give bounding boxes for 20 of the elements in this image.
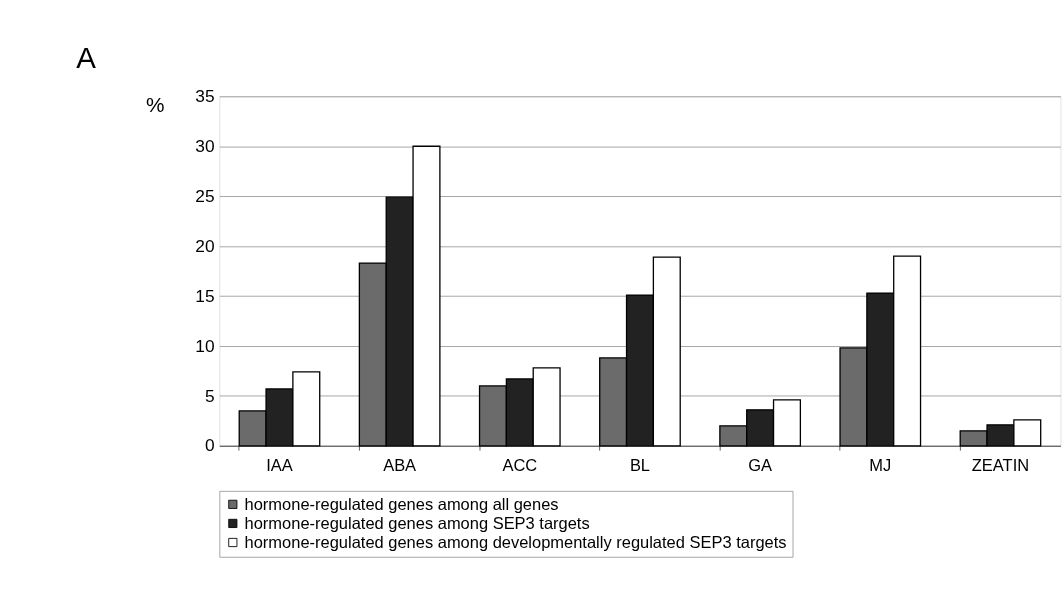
y-tick-label: 0 <box>204 435 215 456</box>
y-tick-label: 35 <box>195 85 215 106</box>
y-tick-label: 15 <box>195 285 215 306</box>
legend-label: hormone-regulated genes among all genes <box>244 494 559 513</box>
y-tick-label: 30 <box>195 135 215 156</box>
x-tick-label: ZEATIN <box>971 455 1030 474</box>
y-tick-label: 10 <box>195 335 215 356</box>
x-tick-label: BL <box>629 455 651 474</box>
x-tick-label: ACC <box>502 455 538 474</box>
legend-label: hormone-regulated genes among developmentally regulated SEP3 targets <box>244 532 787 551</box>
y-tick-label: 25 <box>195 185 215 206</box>
x-tick-label: GA <box>748 455 773 474</box>
x-tick-label: MJ <box>869 455 892 474</box>
y-tick-label: 20 <box>195 235 215 256</box>
chart-title: A <box>76 40 97 74</box>
legend-label: hormone-regulated genes among SEP3 targets <box>244 513 590 532</box>
x-tick-label: ABA <box>383 455 417 474</box>
y-axis-title: % <box>146 92 165 116</box>
x-tick-label: IAA <box>266 455 293 474</box>
y-tick-label: 5 <box>204 385 215 406</box>
